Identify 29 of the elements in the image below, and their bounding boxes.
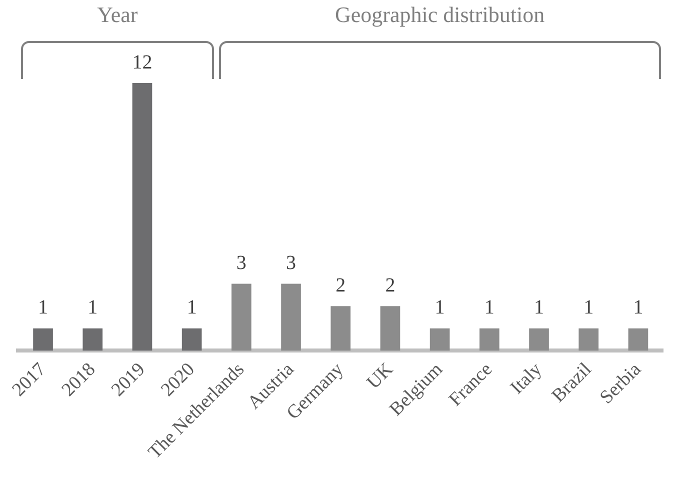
text: Geographic distribution <box>334 2 546 28</box>
data-label: 1 <box>484 296 494 319</box>
bar <box>82 328 103 351</box>
bar <box>479 328 500 351</box>
x-tick-label: Italy <box>506 358 546 398</box>
data-label: 1 <box>38 296 48 319</box>
data-label: 1 <box>88 296 98 319</box>
data-label: 1 <box>186 296 197 319</box>
data-label: 1 <box>434 296 445 319</box>
data-label: 1 <box>633 296 644 319</box>
bar <box>628 328 648 351</box>
bar <box>529 328 549 351</box>
data-label: 3 <box>236 252 246 274</box>
data-label: 1 <box>584 296 594 319</box>
data-label: 12 <box>132 51 152 74</box>
bar <box>182 328 202 351</box>
data-label: 2 <box>385 274 396 296</box>
bar <box>132 83 152 351</box>
bar <box>380 306 400 351</box>
data-label: 3 <box>286 252 296 274</box>
text: Year <box>96 2 139 28</box>
bar <box>281 284 301 351</box>
data-label: 1 <box>534 296 544 319</box>
bar <box>330 306 351 351</box>
bar <box>33 328 53 351</box>
bar <box>578 328 599 351</box>
data-label: 2 <box>336 274 346 296</box>
bar <box>430 328 450 351</box>
bar <box>231 284 252 351</box>
